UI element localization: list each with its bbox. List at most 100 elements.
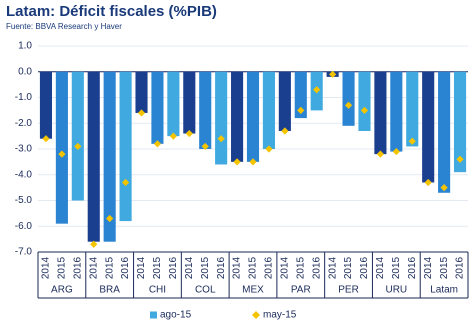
bar bbox=[278, 71, 291, 131]
marker bbox=[153, 140, 162, 148]
marker bbox=[106, 214, 114, 223]
marker bbox=[424, 178, 432, 187]
bar bbox=[135, 71, 148, 113]
bar bbox=[183, 71, 196, 134]
bar bbox=[453, 71, 467, 173]
group-label: PAR bbox=[291, 285, 311, 296]
bar bbox=[374, 71, 387, 155]
marker bbox=[74, 142, 82, 151]
x-tick-label: 2016 bbox=[407, 256, 418, 279]
x-tick-label: 2014 bbox=[375, 256, 386, 279]
group-label: PER bbox=[338, 285, 359, 296]
y-tick-label: 0.0 bbox=[18, 66, 32, 77]
x-tick-label: 2016 bbox=[216, 256, 227, 279]
marker bbox=[185, 129, 193, 138]
marker bbox=[297, 106, 305, 114]
bar bbox=[151, 71, 164, 144]
legend-label: may-15 bbox=[263, 310, 297, 321]
marker bbox=[121, 178, 130, 187]
x-tick-label: 2016 bbox=[311, 256, 322, 279]
bar bbox=[119, 71, 132, 222]
x-tick-label: 2014 bbox=[136, 256, 147, 279]
marker bbox=[329, 70, 337, 78]
x-tick-label: 2014 bbox=[327, 256, 338, 279]
x-tick-label: 2016 bbox=[120, 256, 131, 279]
bar bbox=[167, 71, 180, 137]
legend-swatch bbox=[150, 311, 157, 319]
x-tick-label: 2015 bbox=[343, 256, 354, 279]
x-tick-label: 2016 bbox=[455, 256, 466, 279]
bar bbox=[358, 71, 371, 131]
bar bbox=[87, 71, 100, 242]
x-tick-label: 2015 bbox=[391, 256, 402, 279]
x-tick-label: 2015 bbox=[200, 256, 211, 279]
x-tick-label: 2014 bbox=[184, 256, 195, 279]
marker bbox=[201, 142, 209, 151]
marker bbox=[265, 145, 273, 153]
marker bbox=[249, 158, 257, 166]
legend-swatch bbox=[252, 311, 260, 319]
marker bbox=[376, 150, 385, 158]
x-tick-label: 2015 bbox=[57, 256, 68, 279]
group-label: CHI bbox=[149, 285, 166, 296]
y-tick-label: -4.0 bbox=[15, 169, 33, 180]
bar bbox=[215, 71, 228, 165]
bar bbox=[199, 71, 212, 149]
marker bbox=[58, 150, 66, 158]
bar bbox=[262, 71, 275, 149]
bar bbox=[390, 71, 403, 152]
group-label: MEX bbox=[242, 285, 264, 296]
bar bbox=[246, 71, 260, 162]
bar bbox=[103, 71, 116, 242]
bar bbox=[406, 71, 419, 147]
marker bbox=[344, 101, 353, 109]
bar bbox=[342, 71, 355, 126]
group-label: COL bbox=[195, 285, 216, 296]
bar bbox=[39, 71, 53, 139]
x-tick-label: 2014 bbox=[232, 256, 243, 279]
bar bbox=[71, 71, 84, 201]
bar bbox=[438, 71, 451, 193]
x-tick-label: 2015 bbox=[439, 256, 450, 279]
marker bbox=[360, 106, 369, 114]
chart-title: Latam: Déficit fiscales (%PIB) bbox=[6, 3, 217, 20]
bar bbox=[422, 71, 435, 183]
marker bbox=[392, 147, 400, 156]
y-tick-label: -7.0 bbox=[15, 247, 33, 258]
bar bbox=[55, 71, 68, 224]
marker bbox=[42, 135, 50, 143]
bar bbox=[231, 71, 244, 162]
x-tick-label: 2016 bbox=[359, 256, 370, 279]
marker bbox=[408, 137, 416, 145]
y-tick-label: -1.0 bbox=[15, 92, 33, 103]
group-label: Latam bbox=[430, 285, 458, 296]
chart-subtitle: Fuente: BBVA Research y Haver bbox=[6, 22, 122, 31]
group-label: BRA bbox=[99, 285, 120, 296]
legend-label: ago-15 bbox=[160, 310, 192, 321]
x-tick-label: 2015 bbox=[104, 256, 115, 279]
y-tick-label: -5.0 bbox=[15, 195, 33, 206]
y-tick-label: 1.0 bbox=[18, 41, 32, 52]
marker bbox=[281, 127, 289, 135]
marker bbox=[90, 240, 98, 248]
x-tick-label: 2016 bbox=[264, 256, 275, 279]
bar bbox=[294, 71, 307, 119]
marker bbox=[313, 86, 321, 94]
x-tick-label: 2016 bbox=[168, 256, 179, 279]
y-tick-label: -6.0 bbox=[15, 221, 33, 232]
marker bbox=[217, 135, 225, 143]
x-tick-label: 2016 bbox=[72, 256, 83, 279]
x-tick-label: 2014 bbox=[423, 256, 434, 279]
x-tick-label: 2015 bbox=[248, 256, 259, 279]
x-tick-label: 2015 bbox=[152, 256, 163, 279]
y-tick-label: -2.0 bbox=[15, 118, 33, 129]
x-tick-label: 2014 bbox=[279, 256, 290, 279]
group-label: URU bbox=[385, 285, 407, 296]
marker bbox=[456, 155, 464, 163]
marker bbox=[169, 132, 177, 140]
marker bbox=[440, 184, 448, 192]
marker bbox=[137, 109, 146, 117]
x-tick-label: 2015 bbox=[295, 256, 306, 279]
marker bbox=[233, 158, 241, 166]
